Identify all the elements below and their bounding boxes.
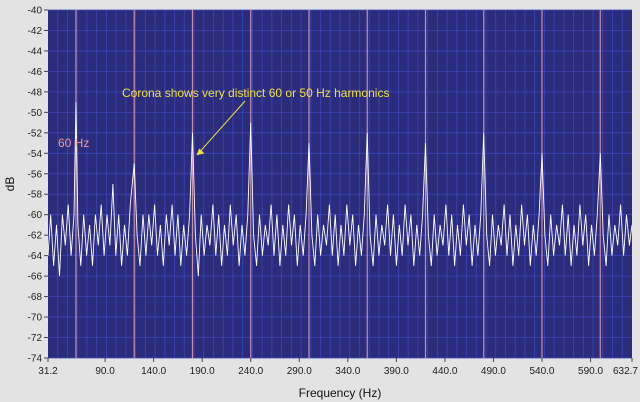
y-tick-label: -72 <box>28 333 43 344</box>
x-tick-label: 440.0 <box>432 366 457 377</box>
grid <box>48 9 632 359</box>
y-tick-label: -64 <box>28 251 43 262</box>
annotations: Corona shows very distinct 60 or 50 Hz h… <box>58 86 389 156</box>
y-tick-label: -46 <box>28 67 43 78</box>
x-tick-label: 240.0 <box>238 366 263 377</box>
y-tick-label: -44 <box>28 46 43 57</box>
spectrum-trace <box>47 102 633 277</box>
x-tick-label: 290.0 <box>287 366 312 377</box>
y-tick-label: -74 <box>28 354 43 365</box>
x-tick-label: 90.0 <box>95 366 115 377</box>
y-tick-label: -50 <box>28 108 43 119</box>
x-tick-label: 540.0 <box>529 366 554 377</box>
annotation-label: 60 Hz <box>58 136 89 150</box>
y-tick-label: -70 <box>28 313 43 324</box>
x-tick-label: 190.0 <box>190 366 215 377</box>
x-tick-label: 340.0 <box>335 366 360 377</box>
y-tick-label: -56 <box>28 169 43 180</box>
x-tick-label: 390.0 <box>384 366 409 377</box>
x-tick-label: 632.7 <box>613 366 638 377</box>
annotation-arrow-line <box>198 100 246 153</box>
x-axis-title: Frequency (Hz) <box>299 386 382 400</box>
y-tick-label: -58 <box>28 190 43 201</box>
spectrum-series-line <box>47 102 633 277</box>
y-axis-ticks: -40 -42 -44 -46 -48 -50 -52 -54 -56 -58 -60 -62 -64 -… <box>28 6 48 365</box>
y-tick-label: -42 <box>28 26 43 37</box>
x-tick-label: 590.0 <box>578 366 603 377</box>
harmonic-lines <box>75 10 601 358</box>
x-tick-label: 490.0 <box>481 366 506 377</box>
annotation-arrow-head <box>196 148 205 156</box>
y-tick-label: -54 <box>28 149 43 160</box>
annotation-label: Corona shows very distinct 60 or 50 Hz h… <box>122 86 389 100</box>
x-tick-label: 31.2 <box>38 366 58 377</box>
y-tick-label: -52 <box>28 128 43 139</box>
x-tick-label: 140.0 <box>141 366 166 377</box>
x-axis-ticks: 31.2 90.0 140.0 190.0 240.0 290.0 340.0 390.0 44… <box>38 358 638 377</box>
y-tick-label: -48 <box>28 87 43 98</box>
y-tick-label: -62 <box>28 231 43 242</box>
y-tick-label: -60 <box>28 210 43 221</box>
y-tick-label: -66 <box>28 272 43 283</box>
y-axis-title: dB <box>3 177 17 192</box>
y-tick-label: -40 <box>28 6 43 17</box>
y-tick-label: -68 <box>28 292 43 303</box>
